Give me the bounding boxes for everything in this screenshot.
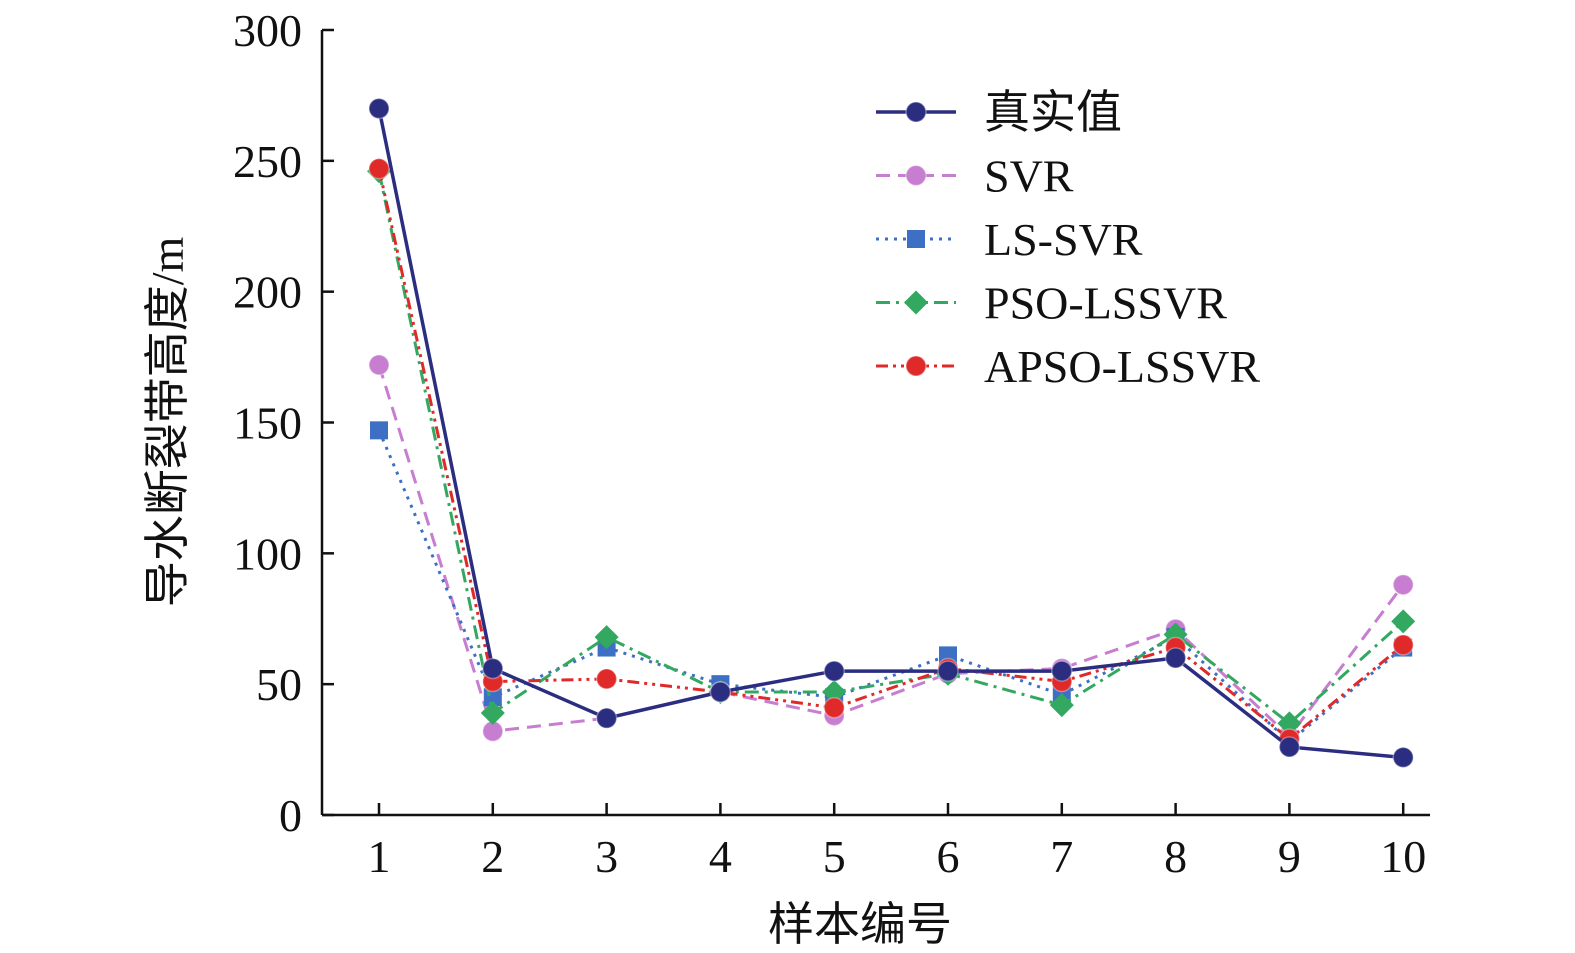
series-line: [377, 429, 1405, 744]
y-axis-label: 导水断裂带高度/m: [142, 237, 193, 608]
series-layer: [367, 97, 1416, 769]
series-line: [377, 170, 1405, 726]
data-point: [937, 660, 959, 682]
data-point: [595, 668, 618, 690]
legend-item: SVR: [876, 151, 1074, 202]
legend-marker: [905, 101, 927, 123]
data-point: [368, 157, 390, 180]
legend-item: PSO-LSSVR: [876, 278, 1227, 329]
legend-item: 真实值: [876, 87, 1122, 138]
data-point: [822, 680, 847, 705]
data-point: [1391, 609, 1416, 634]
data-point: [482, 657, 504, 680]
data-point: [480, 700, 505, 725]
y-tick-label: 0: [279, 790, 302, 841]
y-tick-label: 300: [233, 5, 302, 56]
x-tick-label: 8: [1164, 831, 1187, 882]
y-axis-ticks: 0 50 100 150 200 250 300: [233, 5, 334, 841]
x-tick-label: 3: [595, 831, 618, 882]
data-point: [823, 696, 845, 719]
legend-label: 真实值: [984, 87, 1122, 138]
series-PSO-LSSVR: [367, 159, 1416, 736]
x-tick-label: 7: [1050, 831, 1073, 882]
data-point: [1392, 746, 1414, 769]
data-point: [1049, 693, 1074, 718]
legend-marker: [904, 290, 928, 315]
series-LS-SVR: [370, 421, 1413, 751]
legend-marker: [905, 355, 927, 377]
data-point: [595, 707, 618, 729]
data-point: [1051, 660, 1073, 682]
x-axis-ticks: 1 2 3 4 5 6 7 8 9 10: [368, 803, 1426, 882]
legend-label: PSO-LSSVR: [984, 278, 1227, 329]
legend-item: APSO-LSSVR: [876, 341, 1260, 392]
x-tick-label: 9: [1278, 831, 1301, 882]
x-tick-label: 2: [481, 831, 504, 882]
y-tick-label: 250: [233, 136, 302, 187]
legend-label: LS-SVR: [984, 214, 1143, 265]
data-point: [1278, 736, 1301, 758]
data-point: [370, 421, 388, 440]
x-tick-label: 6: [937, 831, 960, 882]
legend-item: LS-SVR: [876, 214, 1143, 265]
series-line: [377, 168, 1405, 742]
x-tick-label: 4: [709, 831, 732, 882]
y-tick-label: 150: [233, 398, 302, 449]
legend-label: SVR: [984, 151, 1074, 202]
x-tick-label: 5: [823, 831, 846, 882]
legend: 真实值 SVR LS-SVR PSO-LSSVR APSO-LSSVR: [876, 87, 1260, 392]
y-tick-label: 200: [233, 267, 302, 318]
x-tick-label: 1: [368, 831, 391, 882]
data-point: [1392, 573, 1414, 596]
data-point: [1392, 634, 1414, 656]
series-真实值: [368, 97, 1414, 769]
series-line: [377, 364, 1405, 739]
data-point: [709, 681, 732, 703]
data-point: [594, 625, 619, 650]
x-tick-label: 10: [1380, 831, 1426, 882]
legend-marker: [905, 164, 927, 187]
data-point: [368, 354, 390, 376]
x-axis-label: 样本编号: [768, 899, 952, 950]
legend-marker: [907, 230, 925, 248]
data-point: [823, 660, 845, 682]
series-APSO-LSSVR: [368, 157, 1414, 750]
y-tick-label: 100: [233, 528, 302, 579]
legend-label: APSO-LSSVR: [984, 341, 1260, 392]
data-point: [1164, 647, 1187, 669]
y-tick-label: 50: [256, 659, 302, 710]
data-point: [368, 97, 390, 120]
series-line: [377, 108, 1404, 760]
data-point: [1277, 711, 1302, 736]
